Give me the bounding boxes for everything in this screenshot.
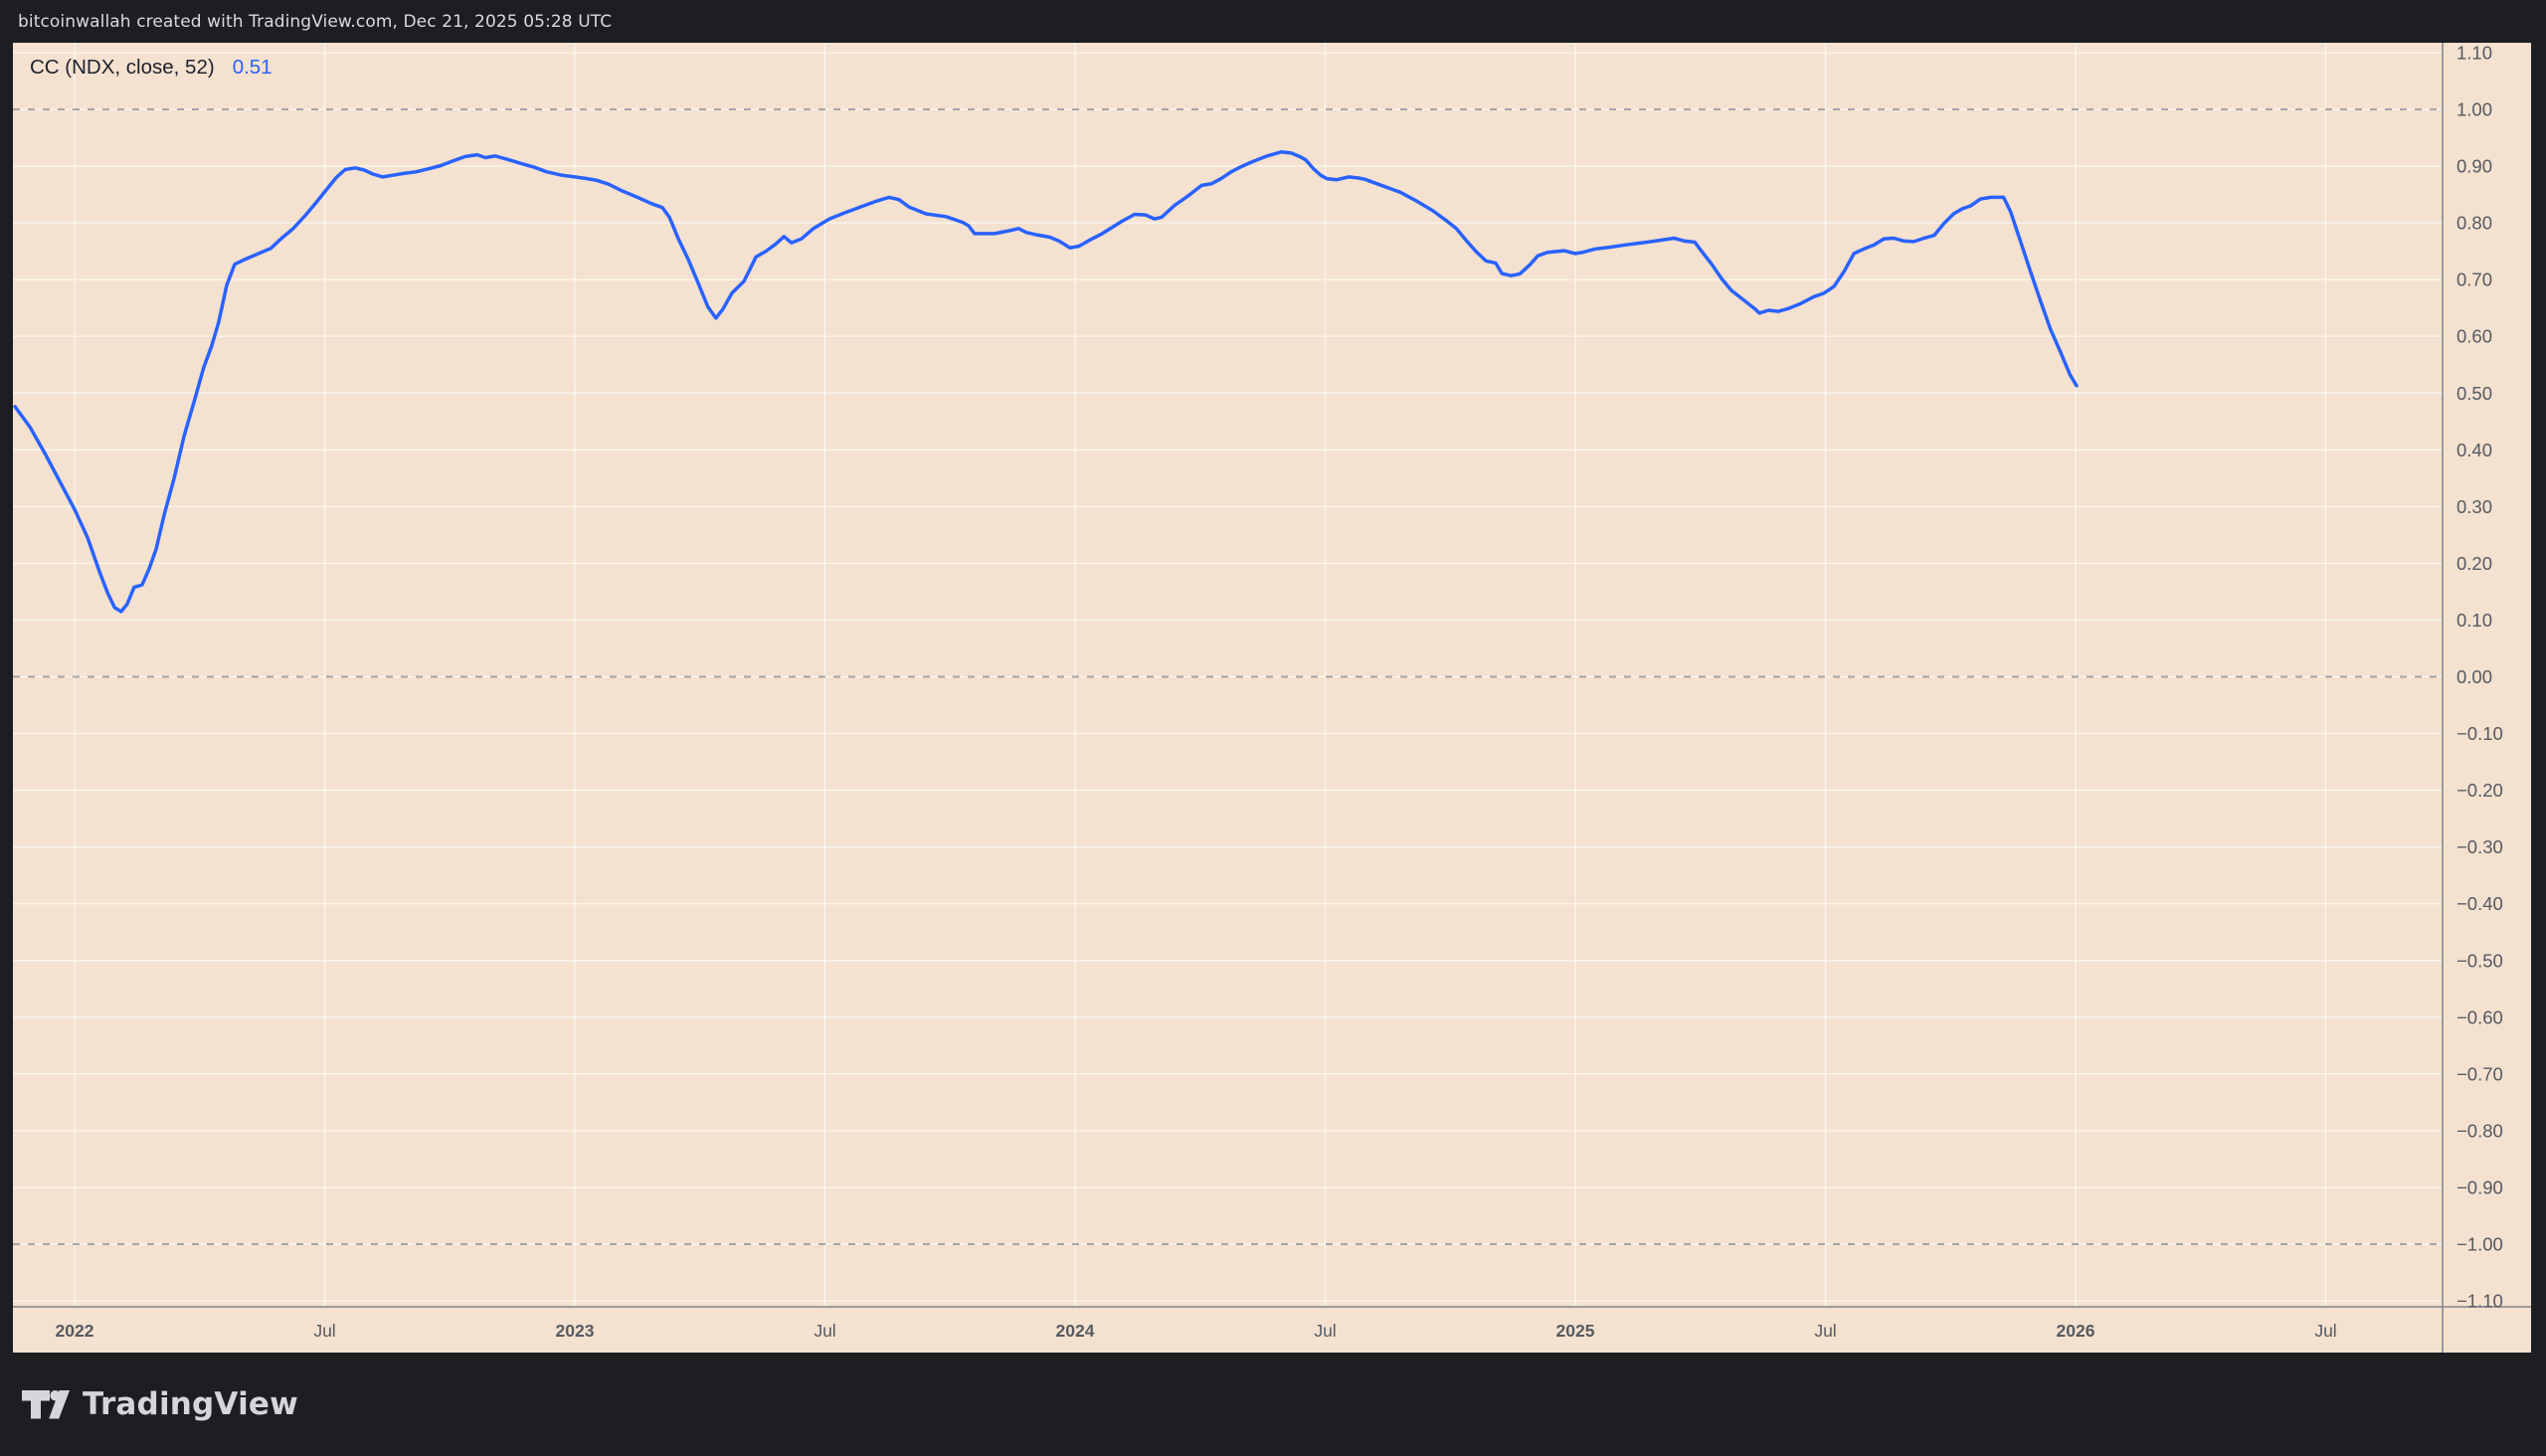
- time-scale-label: 2024: [1056, 1321, 1095, 1341]
- price-scale-label: −0.90: [2456, 1177, 2503, 1197]
- price-scale-label: 0.90: [2456, 156, 2492, 177]
- time-scale-label: 2022: [56, 1321, 94, 1341]
- price-scale-label: 0.50: [2456, 383, 2492, 404]
- attribution-text: bitcoinwallah created with TradingView.c…: [18, 11, 613, 32]
- price-scale-label: −1.10: [2456, 1291, 2503, 1312]
- price-scale-label: −1.00: [2456, 1234, 2503, 1255]
- correlation-line: [13, 150, 2079, 614]
- time-scale-label: Jul: [313, 1321, 335, 1341]
- footer-bar: TradingView: [0, 1353, 2546, 1456]
- plot-area[interactable]: [13, 43, 2443, 1307]
- time-scale-label: Jul: [1814, 1321, 1836, 1341]
- indicator-title: CC (NDX, close, 52): [30, 56, 215, 79]
- price-scale-label: 0.10: [2456, 610, 2492, 631]
- price-scale-label: −0.80: [2456, 1120, 2503, 1141]
- time-scale-label: 2023: [556, 1321, 595, 1341]
- price-scale[interactable]: [2443, 43, 2531, 1307]
- price-scale-label: −0.40: [2456, 893, 2503, 914]
- price-scale-label: 0.00: [2456, 666, 2492, 687]
- price-scale-label: −0.30: [2456, 836, 2503, 857]
- price-scale-label: 1.10: [2456, 42, 2492, 63]
- tradingview-wordmark: TradingView: [83, 1386, 298, 1422]
- chart-background: [13, 43, 2531, 1353]
- attribution-bar: bitcoinwallah created with TradingView.c…: [0, 0, 2546, 43]
- price-scale-label: −0.20: [2456, 780, 2503, 801]
- tradingview-logo[interactable]: TradingView: [22, 1386, 298, 1422]
- indicator-legend[interactable]: CC (NDX, close, 52) 0.51: [30, 56, 273, 80]
- price-scale-label: 0.40: [2456, 440, 2492, 460]
- price-scale-label: 0.30: [2456, 496, 2492, 517]
- price-scale-label: −0.70: [2456, 1063, 2503, 1084]
- time-scale-label: Jul: [1314, 1321, 1336, 1341]
- indicator-value: 0.51: [232, 56, 273, 79]
- price-scale-label: −0.60: [2456, 1006, 2503, 1027]
- price-scale-label: 0.60: [2456, 326, 2492, 347]
- time-scale-label: Jul: [814, 1321, 835, 1341]
- price-scale-label: 1.00: [2456, 99, 2492, 120]
- time-scale-label: 2025: [1556, 1321, 1595, 1341]
- price-scale-label: −0.50: [2456, 950, 2503, 971]
- time-scale-label: Jul: [2314, 1321, 2336, 1341]
- price-scale-label: 0.80: [2456, 213, 2492, 234]
- price-scale-label: 0.70: [2456, 270, 2492, 290]
- price-scale-label: −0.10: [2456, 723, 2503, 744]
- price-scale-label: 0.20: [2456, 553, 2492, 574]
- tradingview-logo-icon: [22, 1389, 70, 1418]
- time-scale-label: 2026: [2057, 1321, 2095, 1341]
- time-scale[interactable]: [13, 1307, 2531, 1353]
